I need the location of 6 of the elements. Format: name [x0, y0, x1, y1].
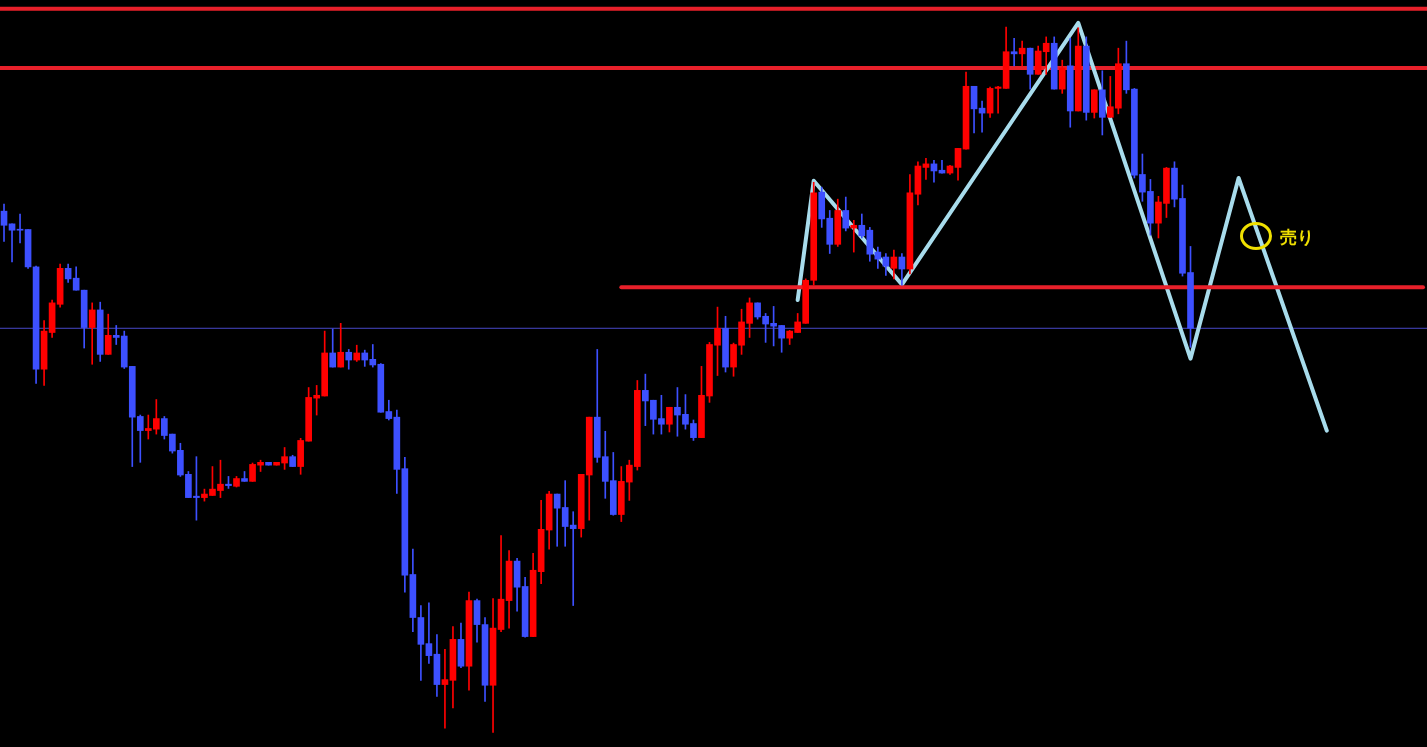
candlestick	[16, 213, 24, 244]
candlestick	[425, 602, 433, 664]
candlestick	[1010, 37, 1018, 67]
candlestick	[441, 648, 449, 729]
candlestick	[850, 220, 858, 253]
annotation: 売り	[1280, 227, 1314, 247]
